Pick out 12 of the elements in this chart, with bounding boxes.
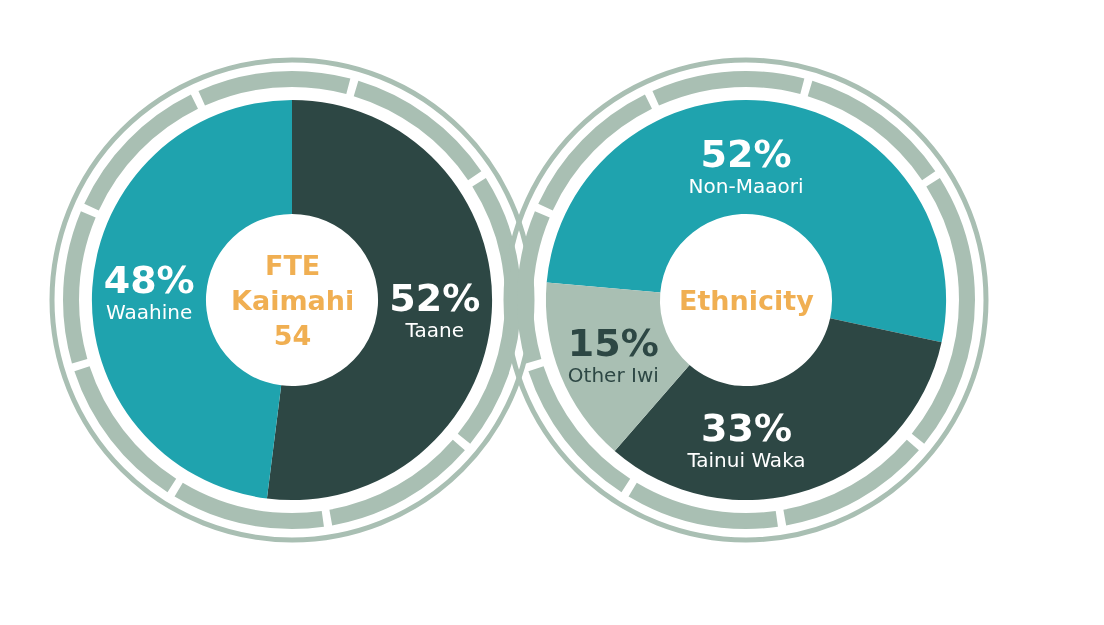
- slice-label: Other Iwi: [567, 362, 659, 387]
- data-label: 15%: [567, 320, 659, 365]
- text: Ethnicity: [679, 285, 815, 316]
- data-label: 48%: [103, 258, 195, 303]
- slice-label: Non-Maaori: [688, 174, 804, 199]
- slice-label: Tainui Waka: [686, 447, 806, 472]
- data-label: 52%: [700, 132, 792, 177]
- data-label: 33%: [701, 405, 792, 450]
- data-label: 52%: [389, 275, 481, 320]
- text: FTE Kaimahi 54: [231, 250, 355, 352]
- slice-label: Waahine: [106, 300, 193, 325]
- slice-label: Taane: [404, 317, 464, 342]
